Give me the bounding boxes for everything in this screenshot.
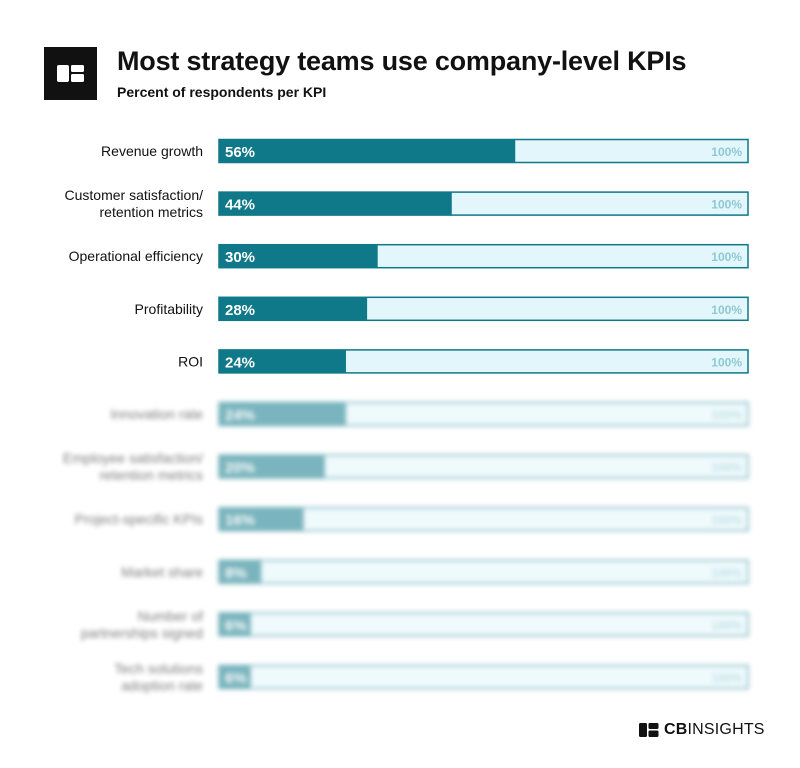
bar-max-label: 100%	[711, 303, 742, 317]
category-label: Operational efficiency	[69, 248, 203, 264]
bar-max-label: 100%	[711, 355, 742, 369]
bar-max-label: 100%	[711, 461, 742, 475]
bar-row: 24% 100% ROI	[178, 349, 749, 374]
cb-logo-icon	[57, 65, 84, 82]
bar-fill	[219, 560, 262, 584]
bar-fill	[219, 244, 378, 268]
bar-value-label: 20%	[225, 460, 255, 477]
bar-fill	[219, 665, 251, 689]
bar-row: 8% 100% Market share	[121, 559, 749, 585]
bar-row: 20% 100% Employee satisfaction/retention m…	[63, 450, 749, 483]
category-label: Customer satisfaction/retention metrics	[65, 187, 204, 220]
category-label: Project-specific KPIs	[75, 511, 203, 527]
bar-max-label: 100%	[711, 145, 742, 159]
bar-row: 44% 100% Customer satisfaction/retention m…	[65, 187, 749, 220]
bar-max-label: 100%	[711, 408, 742, 422]
bar-row: 16% 100% Project-specific KPIs	[75, 506, 749, 532]
bar-row: 6% 100% Number of partnerships signed	[81, 608, 749, 641]
footer-brand: CBINSIGHTS	[639, 719, 765, 741]
bar-value-label: 8%	[225, 565, 247, 582]
bar-row: 30% 100% Operational efficiency	[69, 243, 749, 269]
bar-fill	[219, 192, 452, 216]
bar-value-label: 24%	[225, 407, 255, 424]
bar-fill	[219, 349, 346, 373]
bar-track	[218, 664, 749, 690]
chart-subtitle: Percent of respondents per KPI	[117, 84, 327, 100]
bar-value-label: 44%	[225, 197, 255, 214]
category-label: Revenue growth	[101, 143, 203, 159]
bar-value-label: 6%	[225, 670, 247, 687]
bar-row: 28% 100% Profitability	[135, 296, 749, 322]
footer-brand-text: CBINSIGHTS	[664, 721, 765, 738]
bar-track	[218, 612, 749, 637]
bar-max-label: 100%	[711, 618, 742, 632]
category-label: Tech solutions adoption rate	[114, 661, 203, 694]
category-label: Innovation rate	[110, 406, 203, 422]
chart-title: Most strategy teams use company-level KP…	[117, 46, 687, 76]
bar-value-label: 16%	[225, 512, 255, 529]
bar-value-label: 30%	[225, 249, 255, 266]
bar-max-label: 100%	[711, 198, 742, 212]
category-label: Market share	[121, 564, 203, 580]
bar-max-label: 100%	[711, 566, 742, 580]
bar-fill	[219, 139, 516, 163]
bar-value-label: 24%	[225, 354, 255, 371]
bar-row: 24% 100% Innovation rate	[110, 401, 749, 427]
bar-value-label: 56%	[225, 144, 255, 161]
category-label: Employee satisfaction/retention metrics	[63, 450, 203, 483]
category-label: Number of partnerships signed	[81, 608, 203, 641]
bar-fill	[219, 455, 325, 479]
bar-row: 56% 100% Revenue growth	[101, 138, 749, 164]
bar-row: 6% 100% Tech solutions adoption rate	[114, 661, 749, 694]
category-label: Profitability	[135, 301, 203, 317]
bar-max-label: 100%	[711, 513, 742, 527]
bar-track	[218, 559, 749, 585]
bar-fill	[219, 507, 304, 531]
category-label: ROI	[178, 353, 203, 369]
bar-fill	[219, 612, 251, 636]
bar-max-label: 100%	[711, 250, 742, 264]
bar-fill	[219, 402, 346, 426]
bar-fill	[219, 297, 368, 321]
bar-value-label: 28%	[225, 302, 255, 319]
bar-max-label: 100%	[711, 671, 742, 685]
cb-logo-small-icon	[639, 723, 659, 737]
bar-value-label: 6%	[225, 617, 247, 634]
logo-box	[44, 47, 97, 100]
